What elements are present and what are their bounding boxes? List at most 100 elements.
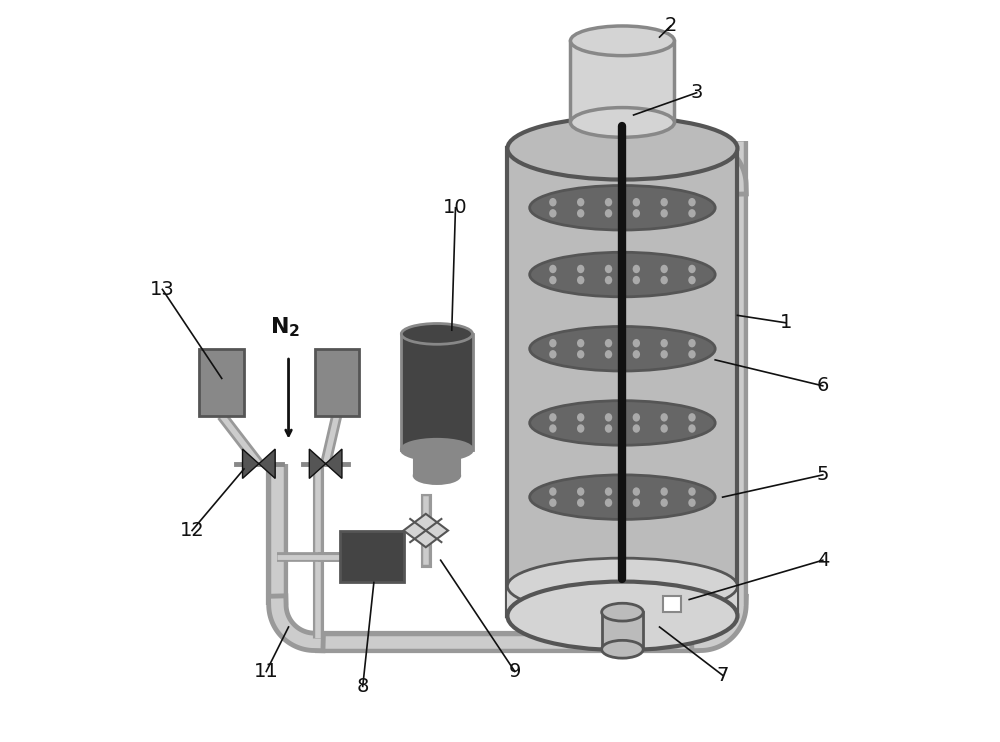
- Ellipse shape: [633, 413, 640, 421]
- Ellipse shape: [549, 487, 557, 496]
- Text: 11: 11: [254, 662, 279, 681]
- Ellipse shape: [688, 424, 696, 433]
- Text: 4: 4: [817, 551, 829, 570]
- Bar: [507, 586, 737, 616]
- Ellipse shape: [549, 350, 557, 358]
- Text: 13: 13: [150, 280, 175, 299]
- Polygon shape: [309, 449, 326, 479]
- Ellipse shape: [688, 276, 696, 284]
- Ellipse shape: [688, 209, 696, 217]
- Bar: [315, 349, 359, 416]
- Ellipse shape: [605, 209, 612, 217]
- Ellipse shape: [633, 424, 640, 433]
- Ellipse shape: [577, 424, 584, 433]
- Ellipse shape: [549, 198, 557, 206]
- Text: 8: 8: [357, 677, 369, 696]
- Ellipse shape: [414, 467, 460, 484]
- Ellipse shape: [688, 413, 696, 421]
- Text: 1: 1: [779, 313, 792, 332]
- Ellipse shape: [633, 487, 640, 496]
- Ellipse shape: [605, 499, 612, 507]
- Ellipse shape: [507, 117, 737, 180]
- Text: 12: 12: [180, 521, 204, 540]
- Ellipse shape: [660, 339, 668, 347]
- Ellipse shape: [570, 26, 674, 56]
- Ellipse shape: [530, 186, 715, 230]
- Ellipse shape: [507, 558, 737, 614]
- Ellipse shape: [660, 209, 668, 217]
- Ellipse shape: [577, 499, 584, 507]
- Ellipse shape: [401, 324, 473, 344]
- Ellipse shape: [507, 582, 737, 650]
- Ellipse shape: [530, 326, 715, 371]
- Text: 10: 10: [443, 198, 468, 217]
- Ellipse shape: [605, 265, 612, 273]
- Ellipse shape: [549, 424, 557, 433]
- Ellipse shape: [577, 276, 584, 284]
- Ellipse shape: [577, 265, 584, 273]
- Bar: [199, 349, 244, 416]
- Ellipse shape: [605, 424, 612, 433]
- Ellipse shape: [633, 276, 640, 284]
- Ellipse shape: [549, 209, 557, 217]
- Ellipse shape: [577, 350, 584, 358]
- Ellipse shape: [660, 424, 668, 433]
- Polygon shape: [326, 449, 342, 479]
- Ellipse shape: [660, 350, 668, 358]
- Ellipse shape: [660, 276, 668, 284]
- Ellipse shape: [577, 339, 584, 347]
- Ellipse shape: [688, 339, 696, 347]
- Ellipse shape: [605, 487, 612, 496]
- Ellipse shape: [633, 339, 640, 347]
- Bar: [602, 612, 643, 649]
- Ellipse shape: [602, 640, 643, 658]
- Ellipse shape: [633, 209, 640, 217]
- Polygon shape: [259, 449, 275, 479]
- Ellipse shape: [660, 487, 668, 496]
- Ellipse shape: [530, 252, 715, 297]
- Ellipse shape: [577, 487, 584, 496]
- Ellipse shape: [577, 413, 584, 421]
- Ellipse shape: [660, 265, 668, 273]
- Ellipse shape: [688, 350, 696, 358]
- Ellipse shape: [660, 198, 668, 206]
- Text: 3: 3: [690, 83, 703, 102]
- Ellipse shape: [605, 350, 612, 358]
- Ellipse shape: [570, 108, 674, 137]
- Text: 5: 5: [817, 465, 829, 485]
- Polygon shape: [243, 449, 259, 479]
- Bar: [340, 531, 404, 582]
- Text: 9: 9: [509, 662, 521, 681]
- Ellipse shape: [577, 198, 584, 206]
- Bar: [401, 334, 473, 450]
- Bar: [414, 450, 460, 476]
- Ellipse shape: [549, 499, 557, 507]
- Ellipse shape: [549, 265, 557, 273]
- Ellipse shape: [577, 209, 584, 217]
- Bar: [570, 41, 674, 122]
- Ellipse shape: [605, 276, 612, 284]
- Ellipse shape: [549, 339, 557, 347]
- Ellipse shape: [549, 413, 557, 421]
- Ellipse shape: [530, 401, 715, 445]
- Text: 7: 7: [716, 666, 729, 685]
- Ellipse shape: [688, 198, 696, 206]
- Ellipse shape: [605, 413, 612, 421]
- Ellipse shape: [660, 413, 668, 421]
- Ellipse shape: [633, 350, 640, 358]
- Ellipse shape: [633, 198, 640, 206]
- Text: $\mathbf{N_2}$: $\mathbf{N_2}$: [270, 315, 300, 339]
- Ellipse shape: [633, 265, 640, 273]
- Ellipse shape: [688, 499, 696, 507]
- Bar: [507, 148, 737, 616]
- Ellipse shape: [401, 439, 473, 460]
- Text: 6: 6: [817, 376, 829, 395]
- Ellipse shape: [688, 265, 696, 273]
- Ellipse shape: [602, 603, 643, 621]
- Ellipse shape: [605, 339, 612, 347]
- Bar: [663, 596, 681, 612]
- Ellipse shape: [530, 475, 715, 519]
- Ellipse shape: [549, 276, 557, 284]
- Ellipse shape: [633, 499, 640, 507]
- Ellipse shape: [688, 487, 696, 496]
